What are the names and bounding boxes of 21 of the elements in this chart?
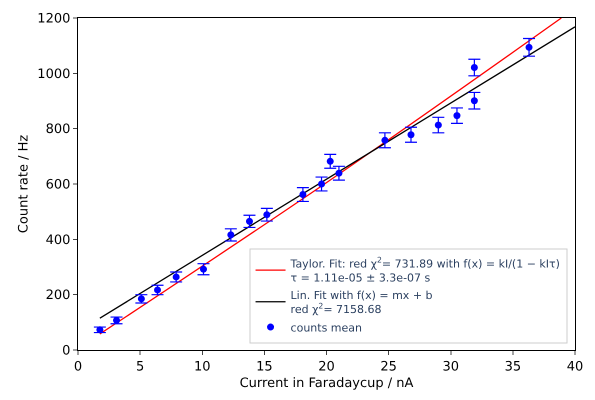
x-axis-title: Current in Faradaycup / nA	[240, 376, 414, 392]
y-tick-label: 0	[62, 344, 70, 359]
y-tick-label: 200	[46, 288, 70, 304]
y-tick-label: 600	[46, 178, 70, 193]
x-tick-label: 35	[504, 360, 522, 375]
x-tick-label: 10	[194, 360, 211, 375]
y-tick-label: 1200	[37, 12, 70, 27]
y-tick-label: 800	[46, 122, 70, 138]
x-tick-label: 40	[566, 360, 584, 375]
x-tick-label: 15	[256, 360, 273, 375]
y-tick-label: 400	[46, 232, 70, 248]
legend-label: counts mean	[290, 321, 362, 334]
x-tick-label: 25	[380, 360, 397, 375]
x-tick-label: 5	[136, 360, 144, 375]
y-axis-title: Count rate / Hz	[16, 134, 32, 234]
y-tick-label: 1000	[37, 66, 70, 82]
x-tick-label: 30	[442, 360, 460, 375]
legend-label: Lin. Fit with f(x) = mx + b red χ$^{2}$= 7158.68	[290, 288, 433, 316]
x-tick-label: 20	[318, 360, 335, 375]
legend-label: Taylor. Fit: red χ$^{2}$= 731.89 with f(x) = kI/(1 − kIτ) τ = 1.11e-05 ± 3.3e-07 s	[290, 256, 560, 285]
x-tick-label: 0	[74, 360, 82, 375]
